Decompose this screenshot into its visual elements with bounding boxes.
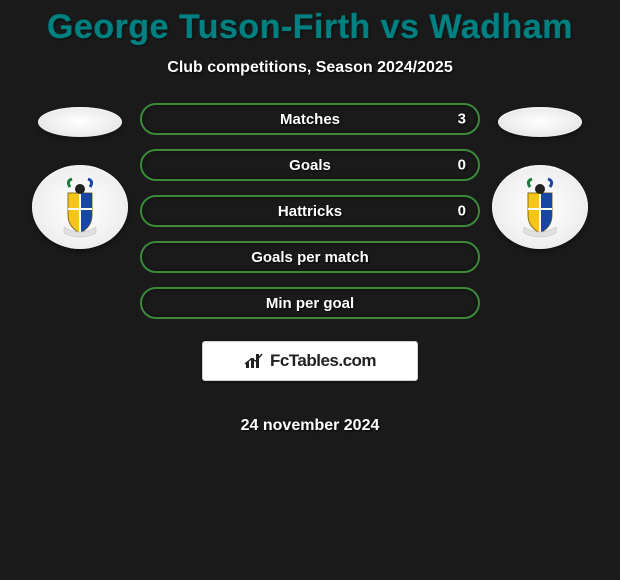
right-club-crest	[492, 165, 588, 249]
stat-row-goals-per-match: Goals per match	[140, 241, 480, 273]
page-subtitle: Club competitions, Season 2024/2025	[0, 59, 620, 77]
stats-column: Matches 3 Goals 0 Hattricks 0 Goals per …	[140, 103, 480, 435]
stat-row-hattricks: Hattricks 0	[140, 195, 480, 227]
stat-row-goals: Goals 0	[140, 149, 480, 181]
stat-value-right: 0	[458, 203, 466, 220]
stat-value-right: 3	[458, 111, 466, 128]
left-player-marker	[38, 107, 122, 137]
date-label: 24 november 2024	[241, 417, 380, 435]
stat-label: Goals	[289, 157, 331, 174]
stat-label: Matches	[280, 111, 340, 128]
crest-icon	[48, 175, 112, 239]
brand-label: FcTables.com	[270, 351, 376, 371]
comparison-row: Matches 3 Goals 0 Hattricks 0 Goals per …	[0, 103, 620, 435]
bar-chart-icon	[244, 352, 266, 370]
stat-value-right: 0	[458, 157, 466, 174]
right-player-col	[490, 103, 590, 249]
left-player-col	[30, 103, 130, 249]
stat-label: Goals per match	[251, 249, 369, 266]
stat-row-matches: Matches 3	[140, 103, 480, 135]
stat-row-min-per-goal: Min per goal	[140, 287, 480, 319]
left-club-crest	[32, 165, 128, 249]
crest-icon	[508, 175, 572, 239]
stat-label: Min per goal	[266, 295, 354, 312]
page-title: George Tuson-Firth vs Wadham	[0, 8, 620, 47]
right-player-marker	[498, 107, 582, 137]
stat-label: Hattricks	[278, 203, 342, 220]
brand-link[interactable]: FcTables.com	[202, 341, 418, 381]
